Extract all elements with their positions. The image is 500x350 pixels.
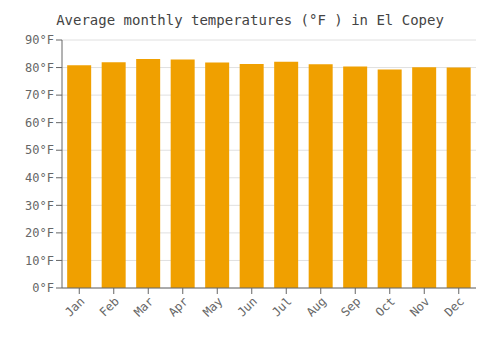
svg-text:0°F: 0°F <box>32 281 54 295</box>
svg-text:Sep: Sep <box>338 294 363 319</box>
svg-text:70°F: 70°F <box>25 88 54 102</box>
svg-text:Jul: Jul <box>269 294 294 319</box>
svg-text:20°F: 20°F <box>25 226 54 240</box>
svg-text:Aug: Aug <box>304 294 329 319</box>
html-text:Average monthly temperatures (: Average monthly temperatures (°F ) in El… <box>56 12 444 28</box>
svg-text:10°F: 10°F <box>25 254 54 268</box>
svg-text:Feb: Feb <box>97 294 122 319</box>
svg-text:May: May <box>200 294 225 319</box>
svg-text:Oct: Oct <box>373 294 398 319</box>
svg-text:60°F: 60°F <box>25 116 54 130</box>
svg-text:Apr: Apr <box>166 294 191 319</box>
svg-text:Dec: Dec <box>442 294 467 319</box>
svg-text:Jan: Jan <box>62 294 87 319</box>
svg-text:30°F: 30°F <box>25 199 54 213</box>
svg-text:40°F: 40°F <box>25 171 54 185</box>
svg-text:80°F: 80°F <box>25 61 54 75</box>
svg-text:90°F: 90°F <box>25 33 54 47</box>
svg-text:Nov: Nov <box>407 294 432 319</box>
svg-text:Mar: Mar <box>131 294 156 319</box>
svg-text:50°F: 50°F <box>25 143 54 157</box>
svg-text:Jun: Jun <box>235 294 260 319</box>
